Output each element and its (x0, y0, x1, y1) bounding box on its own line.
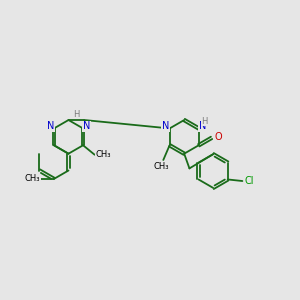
Text: H: H (201, 117, 208, 126)
Text: O: O (214, 132, 222, 142)
Text: CH₃: CH₃ (95, 150, 111, 159)
Text: CH₃: CH₃ (25, 174, 40, 183)
Text: N: N (83, 121, 90, 131)
Text: N: N (46, 121, 54, 131)
Text: CH₃: CH₃ (154, 162, 170, 171)
Text: N: N (199, 121, 206, 131)
Text: Cl: Cl (245, 176, 254, 186)
Text: N: N (162, 121, 169, 131)
Text: H: H (73, 110, 80, 119)
